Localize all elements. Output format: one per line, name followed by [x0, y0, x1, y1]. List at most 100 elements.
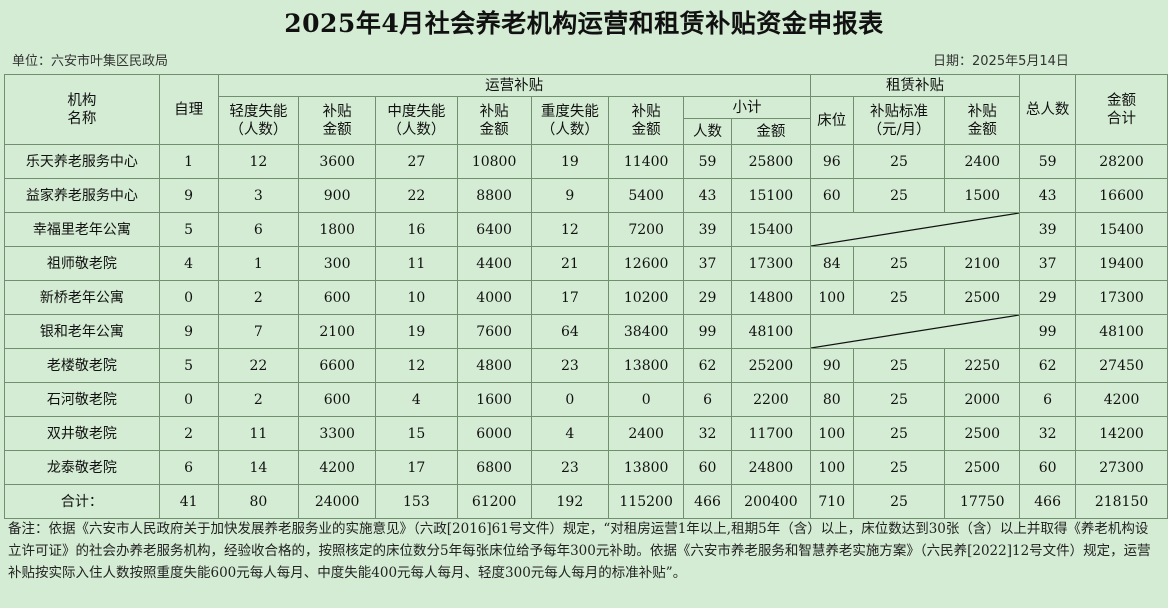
cell-total-amt: 27450 — [1075, 348, 1168, 383]
cell-severe: 0 — [530, 382, 610, 417]
cell-name: 龙泰敬老院 — [4, 450, 160, 485]
cell-severe: 17 — [530, 280, 610, 315]
cell-name: 益家养老服务中心 — [4, 178, 160, 213]
cell-medium: 12 — [375, 348, 458, 383]
cell-medium-amt: 61200 — [456, 484, 532, 519]
diagonal-line — [811, 213, 1019, 246]
cell-light: 6 — [217, 212, 300, 247]
cell-sub-amt: 25200 — [730, 348, 811, 383]
cell-total-amt: 218150 — [1075, 484, 1168, 519]
cell-light-amt: 300 — [298, 246, 377, 281]
cell-total-people: 32 — [1019, 416, 1077, 451]
header-standard: 补贴标准 （元/月） — [852, 96, 946, 145]
cell-total-people: 39 — [1019, 212, 1077, 247]
cell-total-people: 6 — [1019, 382, 1077, 417]
cell-severe-amt: 11400 — [608, 144, 685, 179]
cell-total-amt: 15400 — [1075, 212, 1168, 247]
cell-name: 老楼敬老院 — [4, 348, 160, 383]
cell-light-amt: 900 — [298, 178, 377, 213]
cell-rent-amt: 2100 — [944, 246, 1021, 281]
cell-light-amt: 4200 — [298, 450, 377, 485]
cell-sub-people: 60 — [683, 450, 732, 485]
cell-sub-people: 62 — [683, 348, 732, 383]
cell-medium: 11 — [375, 246, 458, 281]
cell-medium-amt: 4400 — [456, 246, 532, 281]
cell-sub-people: 43 — [683, 178, 732, 213]
header-subtotal: 小计 — [683, 96, 811, 119]
cell-sub-amt: 200400 — [730, 484, 811, 519]
cell-sub-amt: 11700 — [730, 416, 811, 451]
totals-row: 合计： 41 80 24000 153 61200 192 115200 466 200400 71… — [4, 484, 1168, 519]
cell-beds: 710 — [809, 484, 854, 519]
cell-sub-people: 99 — [683, 314, 732, 349]
cell-name: 合计： — [4, 484, 160, 519]
cell-std: 25 — [852, 280, 946, 315]
cell-severe-amt: 0 — [608, 382, 685, 417]
header-self-care: 自理 — [158, 74, 219, 145]
cell-severe: 64 — [530, 314, 610, 349]
cell-std: 25 — [852, 450, 946, 485]
cell-light: 11 — [217, 416, 300, 451]
cell-severe-amt: 5400 — [608, 178, 685, 213]
header-rent-subsidy: 租赁补贴 — [809, 74, 1021, 97]
cell-total-people: 99 — [1019, 314, 1077, 349]
cell-self: 0 — [158, 382, 219, 417]
cell-self: 0 — [158, 280, 219, 315]
cell-self: 9 — [158, 178, 219, 213]
table-row: 新桥老年公寓 0 2 600 10 4000 17 10200 29 14800 100 25 2500… — [4, 280, 1168, 315]
cell-name: 乐天养老服务中心 — [4, 144, 160, 179]
cell-rent-amt: 2500 — [944, 416, 1021, 451]
cell-severe-amt: 13800 — [608, 450, 685, 485]
cell-std: 25 — [852, 246, 946, 281]
cell-beds: 90 — [809, 348, 854, 383]
table-row: 双井敬老院 2 11 3300 15 6000 4 2400 32 11700 100 25 2500 3… — [4, 416, 1168, 451]
cell-beds: 100 — [809, 280, 854, 315]
cell-light: 3 — [217, 178, 300, 213]
cell-total-people: 43 — [1019, 178, 1077, 213]
cell-severe-amt: 12600 — [608, 246, 685, 281]
cell-severe-amt: 115200 — [608, 484, 685, 519]
cell-rent-amt: 1500 — [944, 178, 1021, 213]
cell-total-amt: 19400 — [1075, 246, 1168, 281]
cell-medium-amt: 10800 — [456, 144, 532, 179]
header-severe-amount: 补贴 金额 — [608, 96, 685, 145]
cell-self: 41 — [158, 484, 219, 519]
cell-light-amt: 6600 — [298, 348, 377, 383]
cell-light-amt: 1800 — [298, 212, 377, 247]
report-title: 2025年4月社会养老机构运营和租赁补贴资金申报表 — [284, 9, 884, 38]
header-rent-amount: 补贴 金额 — [944, 96, 1021, 145]
table-row: 银和老年公寓 9 7 2100 19 7600 64 38400 99 48100 99 48100 — [4, 314, 1168, 349]
cell-light-amt: 24000 — [298, 484, 377, 519]
cell-self: 6 — [158, 450, 219, 485]
cell-sub-amt: 2200 — [730, 382, 811, 417]
cell-total-people: 62 — [1019, 348, 1077, 383]
cell-medium-amt: 8800 — [456, 178, 532, 213]
cell-severe-amt: 2400 — [608, 416, 685, 451]
footnote: 备注：依据《六安市人民政府关于加快发展养老服务业的实施意见》（六政[2016]6… — [8, 521, 1151, 581]
cell-self: 5 — [158, 212, 219, 247]
cell-rent-amt: 2400 — [944, 144, 1021, 179]
cell-medium-amt: 4000 — [456, 280, 532, 315]
cell-sub-amt: 15100 — [730, 178, 811, 213]
cell-severe: 9 — [530, 178, 610, 213]
header-operating-subsidy: 运营补贴 — [217, 74, 811, 97]
cell-light-amt: 3600 — [298, 144, 377, 179]
cell-sub-people: 32 — [683, 416, 732, 451]
cell-std: 25 — [852, 382, 946, 417]
cell-light-amt: 3300 — [298, 416, 377, 451]
cell-light: 2 — [217, 382, 300, 417]
cell-light: 2 — [217, 280, 300, 315]
cell-medium: 22 — [375, 178, 458, 213]
cell-std: 25 — [852, 178, 946, 213]
cell-sub-amt: 14800 — [730, 280, 811, 315]
cell-rent-amt: 2250 — [944, 348, 1021, 383]
table-row: 乐天养老服务中心 1 12 3600 27 10800 19 11400 59 25800 96 25… — [4, 144, 1168, 179]
cell-self: 2 — [158, 416, 219, 451]
cell-light: 80 — [217, 484, 300, 519]
cell-sub-amt: 24800 — [730, 450, 811, 485]
cell-total-amt: 14200 — [1075, 416, 1168, 451]
cell-sub-amt: 48100 — [730, 314, 811, 349]
cell-medium: 15 — [375, 416, 458, 451]
table-row: 石河敬老院 0 2 600 4 1600 0 0 6 2200 80 25 2000 6 4200 — [4, 382, 1168, 417]
cell-severe: 19 — [530, 144, 610, 179]
